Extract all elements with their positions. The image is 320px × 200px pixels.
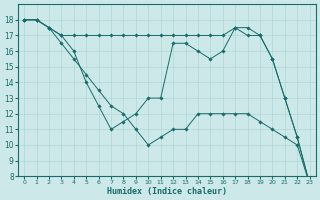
- X-axis label: Humidex (Indice chaleur): Humidex (Indice chaleur): [107, 187, 227, 196]
